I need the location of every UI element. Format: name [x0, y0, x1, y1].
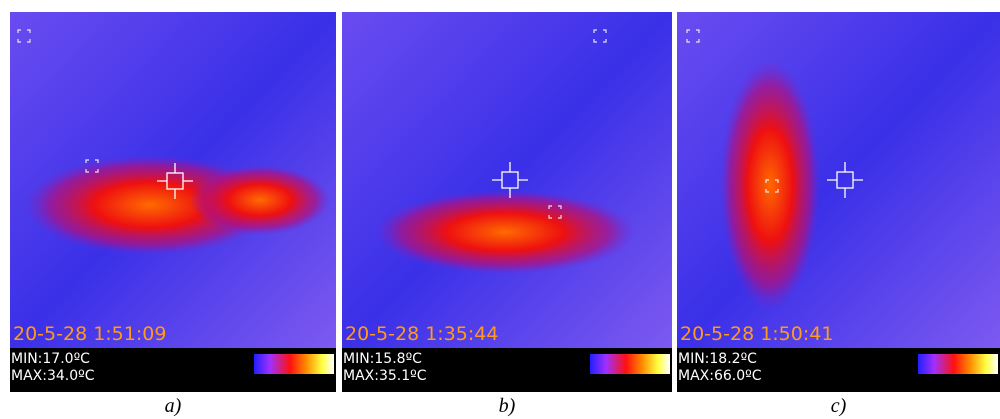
focus-bracket [17, 29, 31, 43]
panel-caption: b) [499, 395, 516, 417]
focus-bracket [548, 205, 562, 219]
panel-caption: a) [165, 395, 182, 417]
max-temp: MAX:35.1ºC [343, 368, 427, 384]
color-scale [918, 354, 998, 374]
min-temp: MIN:17.0ºC [11, 351, 90, 367]
hot-spot [375, 190, 635, 274]
crosshair [157, 163, 193, 199]
color-scale [254, 354, 334, 374]
focus-bracket [765, 179, 779, 193]
timestamp: 20-5-28 1:51:09 [13, 323, 166, 345]
timestamp: 20-5-28 1:35:44 [345, 323, 498, 345]
max-temp: MAX:34.0ºC [11, 368, 95, 384]
hot-spot [720, 60, 820, 310]
hot-spot [190, 165, 330, 235]
focus-bracket [85, 159, 99, 173]
focus-bracket [686, 29, 700, 43]
max-temp: MAX:66.0ºC [678, 368, 762, 384]
min-temp: MIN:15.8ºC [343, 351, 422, 367]
min-temp: MIN:18.2ºC [678, 351, 757, 367]
thermal-image [342, 12, 672, 348]
color-scale [590, 354, 670, 374]
timestamp: 20-5-28 1:50:41 [680, 323, 833, 345]
focus-bracket [593, 29, 607, 43]
panel-caption: c) [831, 395, 847, 417]
crosshair [827, 162, 863, 198]
crosshair [492, 162, 528, 198]
